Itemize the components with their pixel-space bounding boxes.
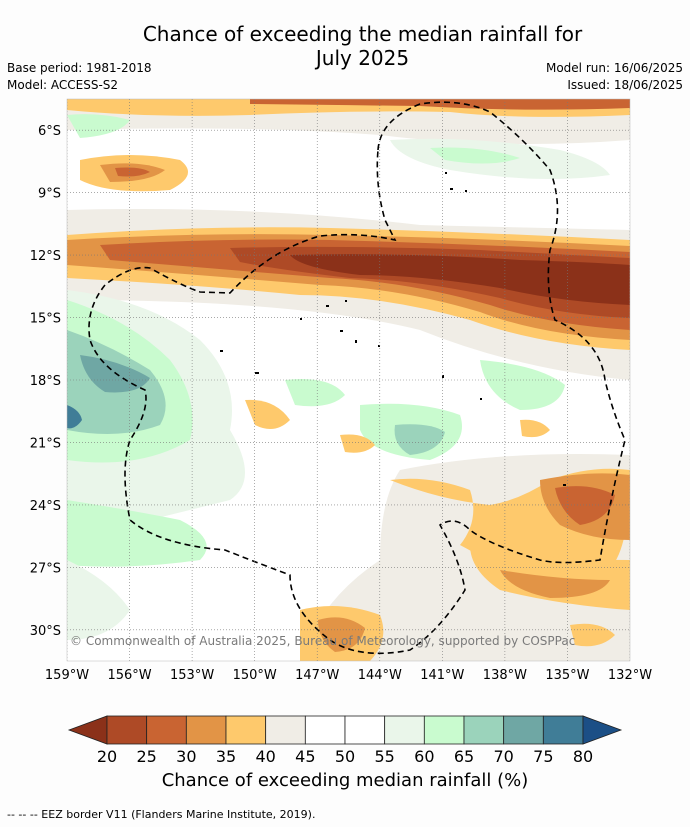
lon-tick-label: 141°W — [420, 668, 464, 683]
model-run: Model run: 16/06/2025 — [545, 61, 683, 75]
zone-20 — [290, 254, 630, 305]
lon-tick-label: 147°W — [295, 668, 339, 683]
lon-tick-label: 135°W — [545, 668, 589, 683]
longitude-ticks: 159°W 156°W 153°W 150°W 147°W 144°W 141°W 138°W… — [45, 668, 652, 683]
colorbar-segment — [463, 715, 505, 745]
lat-tick-label: 9°S — [38, 187, 61, 202]
zone-70 — [394, 424, 445, 455]
rainfall-map — [67, 99, 630, 661]
colorbar-tick-label: 45 — [295, 747, 315, 766]
colorbar-label: Chance of exceeding median rainfall (%) — [161, 770, 529, 791]
lat-tick-label: 21°S — [30, 436, 61, 451]
colorbar-segment — [384, 715, 425, 745]
lon-tick-label: 138°W — [483, 668, 527, 683]
lon-tick-label: 132°W — [608, 668, 652, 683]
model-name: Model: ACCESS-S2 — [7, 78, 119, 92]
zone-65 — [285, 379, 345, 407]
grid-lines — [67, 99, 630, 661]
colorbar-tick-label: 20 — [97, 747, 117, 766]
zone-30 — [250, 99, 630, 110]
colorbar-segment — [265, 715, 306, 745]
colorbar-tick-label: 80 — [573, 747, 593, 766]
zone-65 — [67, 114, 130, 138]
colorbar-tick-label: 30 — [176, 747, 196, 766]
colorbar: 20 25 30 35 40 45 50 55 60 65 70 75 80 — [67, 715, 623, 766]
lon-tick-label: 144°W — [358, 668, 402, 683]
lon-tick-label: 159°W — [45, 668, 89, 683]
zone-65 — [430, 147, 520, 164]
colorbar-segment — [503, 715, 544, 745]
zone-40 — [520, 419, 550, 438]
lat-tick-label: 6°S — [38, 124, 61, 139]
lat-tick-label: 24°S — [30, 499, 61, 514]
lat-tick-label: 30°S — [30, 624, 61, 639]
colorbar-segment — [106, 715, 148, 745]
colorbar-segment — [542, 715, 584, 745]
copyright-notice: © Commonwealth of Australia 2025, Bureau… — [70, 634, 576, 648]
lat-tick-label: 18°S — [30, 374, 61, 389]
colorbar-segment — [304, 715, 346, 745]
colorbar-tick-label: 55 — [374, 747, 394, 766]
latitude-ticks: 6°S 9°S 12°S 15°S 18°S 21°S 24°S 27°S 30°S — [30, 124, 61, 639]
colorbar-tick-label: 25 — [136, 747, 156, 766]
colorbar-high-extension — [582, 715, 623, 745]
lat-tick-label: 12°S — [30, 249, 61, 264]
colorbar-segment — [225, 715, 267, 745]
title-line-1: Chance of exceeding the median rainfall … — [142, 22, 583, 46]
zone-80 — [67, 405, 82, 429]
colorbar-tick-label: 70 — [493, 747, 513, 766]
zone-40 — [245, 399, 290, 429]
eez-legend-note: -- -- -- EEZ border V11 (Flanders Marine… — [7, 808, 316, 821]
meta-left: Base period: 1981-2018 Model: ACCESS-S2 — [7, 60, 152, 94]
colorbar-segment — [185, 715, 227, 745]
eez-border — [88, 101, 626, 655]
zone-65 — [67, 500, 207, 567]
colorbar-low-extension — [67, 715, 108, 745]
lat-tick-label: 27°S — [30, 561, 61, 576]
zone-30 — [555, 486, 615, 525]
lat-tick-label: 15°S — [30, 312, 61, 327]
map-frame — [66, 98, 631, 662]
colorbar-segment — [423, 715, 465, 745]
colorbar-segment — [344, 715, 386, 745]
colorbar-tick-label: 35 — [216, 747, 236, 766]
colorbar-tick-label: 40 — [255, 747, 275, 766]
zone-60 — [67, 560, 130, 640]
zone-35 — [318, 617, 365, 652]
base-period: Base period: 1981-2018 — [7, 61, 152, 75]
zone-40 — [570, 623, 615, 647]
zone-65 — [480, 360, 565, 410]
zone-40 — [340, 434, 375, 453]
title-line-2: July 2025 — [315, 46, 410, 70]
zone-35 — [500, 570, 610, 598]
colorbar-segment — [146, 715, 187, 745]
meta-right: Model run: 16/06/2025 Issued: 18/06/2025 — [546, 60, 683, 94]
colorbar-tick-label: 50 — [335, 747, 355, 766]
map-title: Chance of exceeding the median rainfall … — [0, 22, 690, 70]
zone-30 — [115, 167, 150, 177]
islands — [220, 172, 566, 486]
issued-date: Issued: 18/06/2025 — [567, 78, 683, 92]
lon-tick-label: 153°W — [170, 668, 214, 683]
colorbar-tick-label: 60 — [414, 747, 434, 766]
lon-tick-label: 150°W — [233, 668, 277, 683]
colorbar-tick-label: 65 — [454, 747, 474, 766]
lon-tick-label: 156°W — [107, 668, 151, 683]
colorbar-tick-label: 75 — [533, 747, 553, 766]
